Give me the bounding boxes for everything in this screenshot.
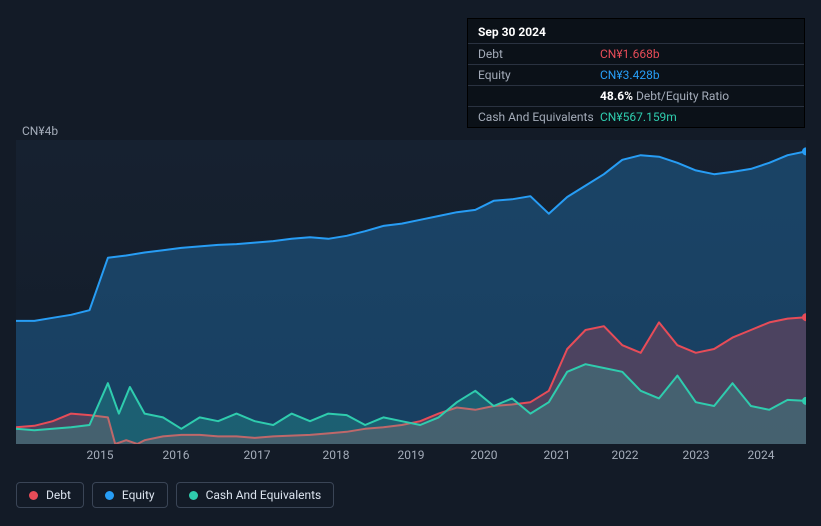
legend-item-label: Debt [46, 488, 71, 502]
tooltip-date: Sep 30 2024 [468, 19, 804, 44]
tooltip-row-value: 48.6% Debt/Equity Ratio [600, 89, 729, 103]
tooltip-row-label: Cash And Equivalents [478, 110, 600, 124]
x-tick: 2021 [544, 448, 571, 462]
tooltip-row-debt: Debt CN¥1.668b [468, 44, 804, 65]
tooltip-row-equity: Equity CN¥3.428b [468, 65, 804, 86]
legend-dot-icon [105, 491, 114, 500]
legend-item-cash[interactable]: Cash And Equivalents [176, 482, 335, 508]
area-chart [16, 140, 806, 444]
x-tick: 2016 [163, 448, 190, 462]
tooltip-row-value: CN¥3.428b [600, 68, 660, 82]
legend-item-label: Equity [122, 488, 155, 502]
x-tick: 2022 [612, 448, 639, 462]
y-axis-label-top: CN¥4b [22, 124, 58, 138]
x-axis: 2015 2016 2017 2018 2019 2020 2021 2022 2023 2024 [16, 448, 806, 464]
legend-item-label: Cash And Equivalents [206, 488, 322, 502]
tooltip-row-label: Debt [478, 47, 600, 61]
x-tick: 2017 [244, 448, 271, 462]
tooltip-row-label [478, 89, 600, 103]
x-tick: 2019 [398, 448, 425, 462]
legend-dot-icon [189, 491, 198, 500]
tooltip-row-value: CN¥567.159m [600, 110, 677, 124]
tooltip-row-value: CN¥1.668b [600, 47, 660, 61]
x-tick: 2023 [683, 448, 710, 462]
legend-dot-icon [29, 491, 38, 500]
legend-item-equity[interactable]: Equity [92, 482, 168, 508]
x-tick: 2020 [471, 448, 498, 462]
legend-item-debt[interactable]: Debt [16, 482, 84, 508]
x-tick: 2015 [87, 448, 114, 462]
x-tick: 2024 [748, 448, 775, 462]
tooltip-row-label: Equity [478, 68, 600, 82]
legend: Debt Equity Cash And Equivalents [16, 482, 334, 508]
tooltip-row-cash: Cash And Equivalents CN¥567.159m [468, 107, 804, 127]
x-tick: 2018 [323, 448, 350, 462]
summary-tooltip: Sep 30 2024 Debt CN¥1.668b Equity CN¥3.4… [467, 18, 805, 128]
tooltip-row-ratio: 48.6% Debt/Equity Ratio [468, 86, 804, 107]
